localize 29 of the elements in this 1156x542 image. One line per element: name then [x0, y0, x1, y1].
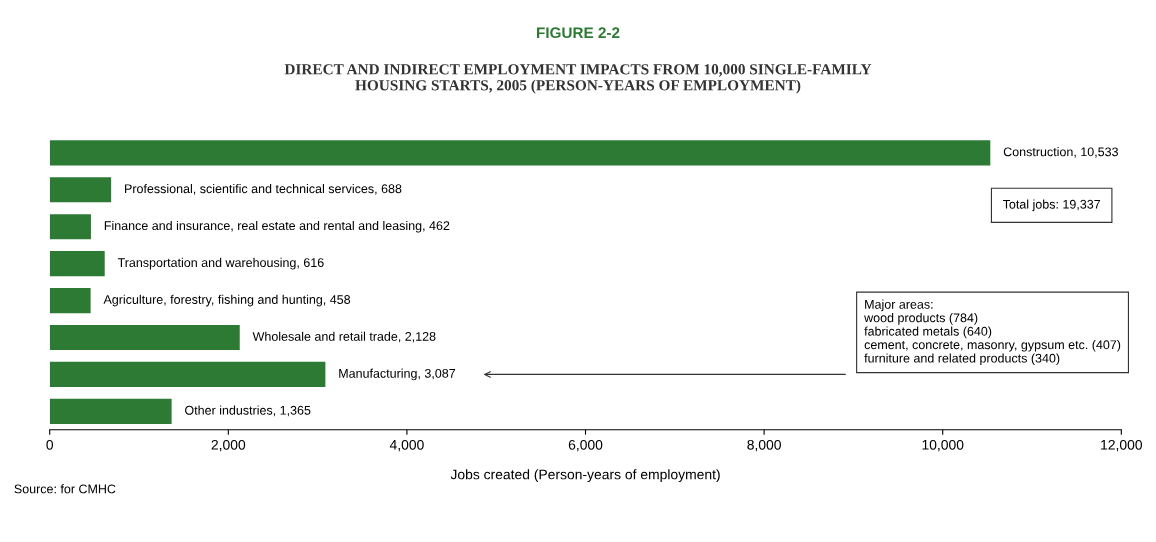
bar	[49, 177, 112, 203]
annotation: Total jobs: 19,337	[1002, 199, 1101, 212]
data-label: Finance and insurance, real estate and rental and leasing, 462	[104, 220, 450, 233]
data-label: Wholesale and retail trade, 2,128	[252, 331, 436, 343]
bar	[49, 398, 172, 424]
x-tick-label: 4,000	[389, 439, 424, 452]
x-tick-label: 8,000	[747, 439, 781, 452]
data-label: Transportation and warehousing, 616	[117, 257, 324, 270]
bar	[49, 288, 91, 314]
bar	[49, 214, 91, 240]
source-note: Source: for CMHC	[14, 484, 116, 494]
x-tick-label: 10,000	[922, 439, 964, 452]
chart-title: FIGURE 2-2	[537, 27, 620, 39]
x-tick-label: 12,000	[1101, 439, 1143, 452]
bar	[49, 251, 105, 277]
chart-subtitle: DIRECT AND INDIRECT EMPLOYMENT IMPACTS FROM 10,000 SINGLE-FAMILY HOUSING STARTS, 2005 (PERSON-YEARS OF EMPLOYMENT)	[284, 64, 872, 94]
x-tick-label: 0	[46, 439, 54, 450]
bar	[49, 140, 991, 166]
data-label: Construction, 10,533	[1003, 147, 1118, 158]
data-label: Other industries, 1,365	[185, 405, 311, 417]
annotation: Major areas: wood products (784) fabricated metals (640) cement, concrete, masonry, gypsum etc. (407) furniture and related products (340)	[864, 299, 1121, 366]
bar	[49, 361, 326, 387]
bar	[49, 324, 240, 351]
data-label: Manufacturing, 3,087	[339, 368, 456, 381]
x-axis-title: Jobs created (Person-years of employment)	[450, 469, 720, 483]
data-label: Agriculture, forestry, fishing and hunting, 458	[103, 294, 351, 307]
x-tick-label: 2,000	[211, 439, 246, 452]
data-label: Professional, scientific and technical services, 688	[125, 183, 402, 195]
x-tick-label: 6,000	[568, 439, 603, 452]
